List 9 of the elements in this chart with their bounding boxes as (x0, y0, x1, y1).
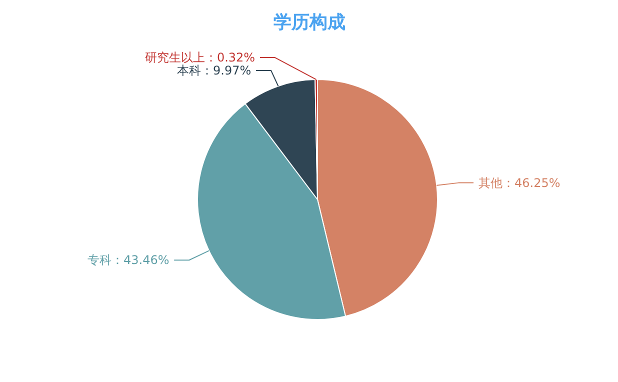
slice-label: 本科 (177, 64, 202, 78)
slice-label: 专科 (87, 253, 112, 268)
data-label: ：0.32% (204, 50, 256, 65)
chart-title: 学历构成 (274, 12, 346, 33)
data-label: ：43.46% (111, 253, 170, 268)
slice-label: 其他 (478, 176, 503, 190)
data-label: ：9.97% (201, 64, 252, 78)
data-label: ：46.25% (502, 176, 560, 190)
slice-label: 研究生以上 (144, 50, 205, 65)
